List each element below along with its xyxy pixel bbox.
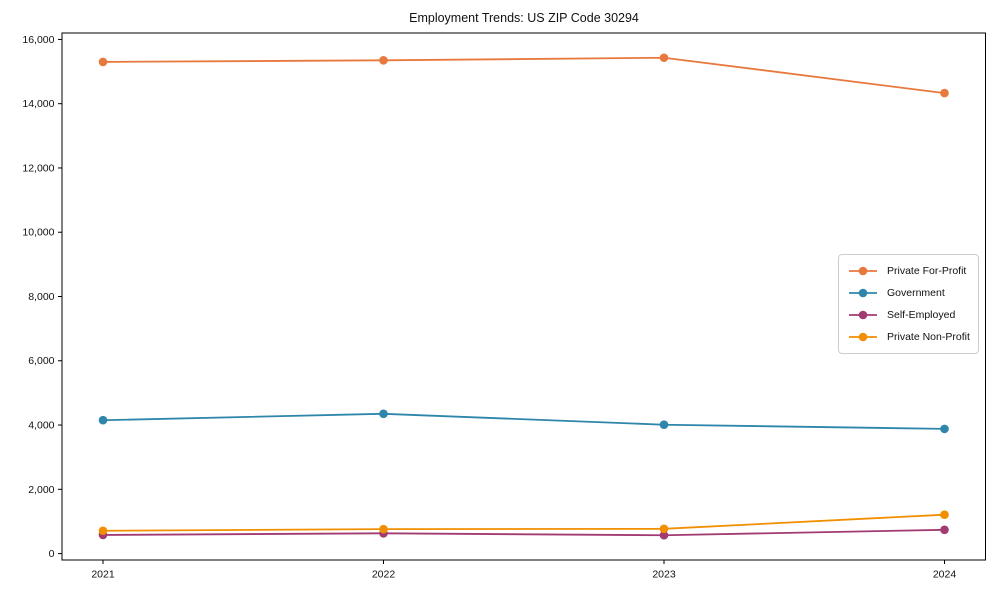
legend-marker-icon (849, 288, 877, 298)
legend-label: Self-Employed (887, 309, 956, 321)
x-tick-label: 2022 (372, 569, 396, 581)
series-line-government (102, 412, 945, 430)
data-point-private-non-profit-2022 (379, 524, 388, 534)
legend-item-private-non-profit: Private Non-Profit (848, 326, 970, 348)
legend-label: Private For-Profit (887, 265, 967, 277)
series-line-self-employed (102, 528, 945, 537)
data-point-self-employed-2023 (659, 530, 669, 540)
legend-marker-icon (849, 266, 877, 276)
data-point-private-non-profit-2021 (98, 526, 108, 536)
chart-title: Employment Trends: US ZIP Code 30294 (409, 11, 639, 25)
data-point-self-employed-2024 (940, 525, 949, 535)
y-tick-label: 0 (49, 548, 55, 560)
y-tick-label: 16,000 (22, 34, 54, 46)
legend-item-government: Government (848, 282, 969, 304)
y-tick-label: 10,000 (22, 227, 54, 239)
data-point-private-for-profit-2024 (940, 88, 949, 98)
data-point-private-for-profit-2022 (379, 56, 388, 65)
data-point-government-2022 (379, 409, 388, 419)
legend-label: Government (887, 287, 945, 299)
y-tick-label: 14,000 (22, 98, 54, 110)
data-point-government-2024 (940, 424, 949, 434)
y-tick-label: 12,000 (22, 162, 54, 174)
x-tick-label: 2021 (91, 569, 115, 581)
y-tick-label: 2,000 (28, 484, 54, 496)
legend-marker-icon (849, 310, 877, 320)
legend-item-private-for-profit: Private For-Profit (848, 260, 969, 282)
data-point-private-non-profit-2023 (659, 524, 669, 534)
legend-label: Private Non-Profit (887, 331, 970, 343)
y-tick-label: 4,000 (28, 420, 54, 432)
data-point-private-non-profit-2024 (940, 510, 949, 519)
legend-item-self-employed: Self-Employed (848, 304, 969, 326)
y-tick-label: 8,000 (28, 291, 54, 303)
series-line-private-non-profit (102, 513, 945, 532)
legend: Private For-Profit Government Self-Employe… (838, 254, 979, 354)
data-point-government-2021 (98, 415, 108, 425)
x-tick-label: 2024 (933, 569, 957, 581)
data-point-private-for-profit-2021 (98, 57, 108, 67)
data-point-private-for-profit-2023 (659, 53, 669, 63)
x-tick-label: 2023 (652, 569, 676, 581)
data-point-government-2023 (659, 420, 669, 430)
legend-marker-icon (849, 332, 877, 342)
y-tick-label: 6,000 (28, 355, 54, 367)
series-line-private-for-profit (102, 56, 945, 94)
